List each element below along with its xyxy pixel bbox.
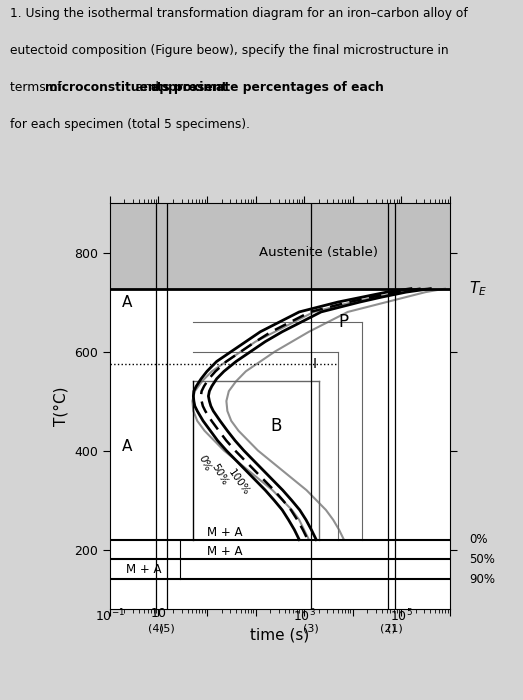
- Text: 0%: 0%: [469, 533, 487, 546]
- Y-axis label: T(°C): T(°C): [53, 386, 69, 426]
- Text: 1. Using the isothermal transformation diagram for an iron–carbon alloy of: 1. Using the isothermal transformation d…: [10, 7, 468, 20]
- Text: B: B: [270, 416, 281, 435]
- Text: 100%: 100%: [226, 467, 251, 497]
- Text: (4): (4): [148, 624, 164, 634]
- Text: (2): (2): [380, 624, 395, 634]
- Text: Austenite (stable): Austenite (stable): [259, 246, 378, 259]
- Text: $10^{5}$: $10^{5}$: [390, 608, 413, 624]
- Text: (3): (3): [303, 624, 319, 634]
- Text: A: A: [122, 439, 133, 454]
- Text: for each specimen (total 5 specimens).: for each specimen (total 5 specimens).: [10, 118, 251, 131]
- Text: 0%: 0%: [197, 454, 212, 473]
- Text: M + A: M + A: [127, 564, 162, 576]
- Text: terms of: terms of: [10, 81, 66, 94]
- Text: M + A: M + A: [207, 545, 243, 557]
- Text: microconstituents present: microconstituents present: [44, 81, 227, 94]
- Text: A: A: [122, 295, 133, 310]
- Text: approximate percentages of each: approximate percentages of each: [151, 81, 383, 94]
- Text: time (s): time (s): [250, 627, 310, 642]
- Text: I: I: [313, 357, 316, 371]
- Text: eutectoid composition (Figure beow), specify the final microstructure in: eutectoid composition (Figure beow), spe…: [10, 44, 449, 57]
- Text: $10^{3}$: $10^{3}$: [293, 608, 315, 624]
- Text: and: and: [132, 81, 163, 94]
- Text: $10^{-1}$: $10^{-1}$: [95, 608, 125, 624]
- Text: $T_E$: $T_E$: [469, 279, 487, 298]
- Text: 90%: 90%: [469, 573, 495, 586]
- Text: (1): (1): [387, 624, 403, 634]
- Text: 50%: 50%: [209, 462, 229, 487]
- Text: 50%: 50%: [469, 553, 495, 566]
- Text: $10$: $10$: [150, 608, 167, 620]
- Text: M + A: M + A: [207, 526, 243, 539]
- Text: P: P: [338, 313, 348, 331]
- Text: (5): (5): [160, 624, 175, 634]
